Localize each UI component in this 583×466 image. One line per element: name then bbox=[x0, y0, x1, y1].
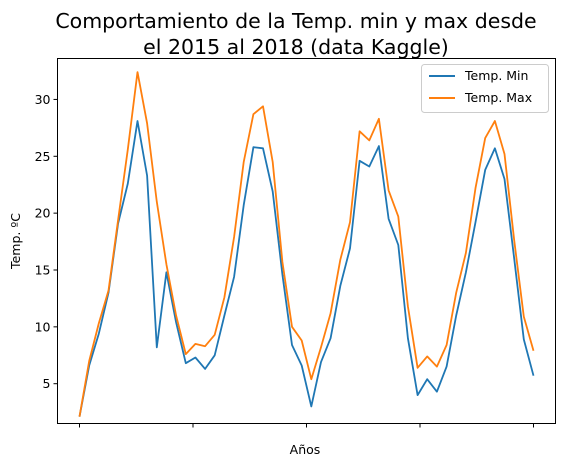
y-tick-label: 10 bbox=[35, 319, 51, 334]
y-axis-ticks: 5 10 15 20 25 30 bbox=[35, 92, 58, 391]
legend-label-temp-max: Temp. Max bbox=[464, 90, 532, 105]
y-axis-label: Temp. ºC bbox=[8, 213, 23, 270]
x-axis-ticks bbox=[79, 423, 534, 428]
y-tick-label: 15 bbox=[35, 262, 51, 277]
y-tick-label: 25 bbox=[35, 149, 51, 164]
series-line-temp-max bbox=[78, 71, 535, 417]
chart-title-line-2: el 2015 al 2018 (data Kaggle) bbox=[143, 35, 449, 59]
series-lines bbox=[78, 71, 535, 417]
legend-label-temp-min: Temp. Min bbox=[464, 68, 528, 83]
series-line-temp-min bbox=[78, 120, 535, 417]
y-tick-label: 5 bbox=[43, 376, 51, 391]
x-axis-label: Años bbox=[290, 442, 321, 457]
chart-title-line-1: Comportamiento de la Temp. min y max des… bbox=[55, 9, 536, 33]
legend: Temp. Min Temp. Max bbox=[421, 64, 549, 113]
y-tick-label: 30 bbox=[35, 92, 51, 107]
y-tick-label: 20 bbox=[35, 206, 51, 221]
